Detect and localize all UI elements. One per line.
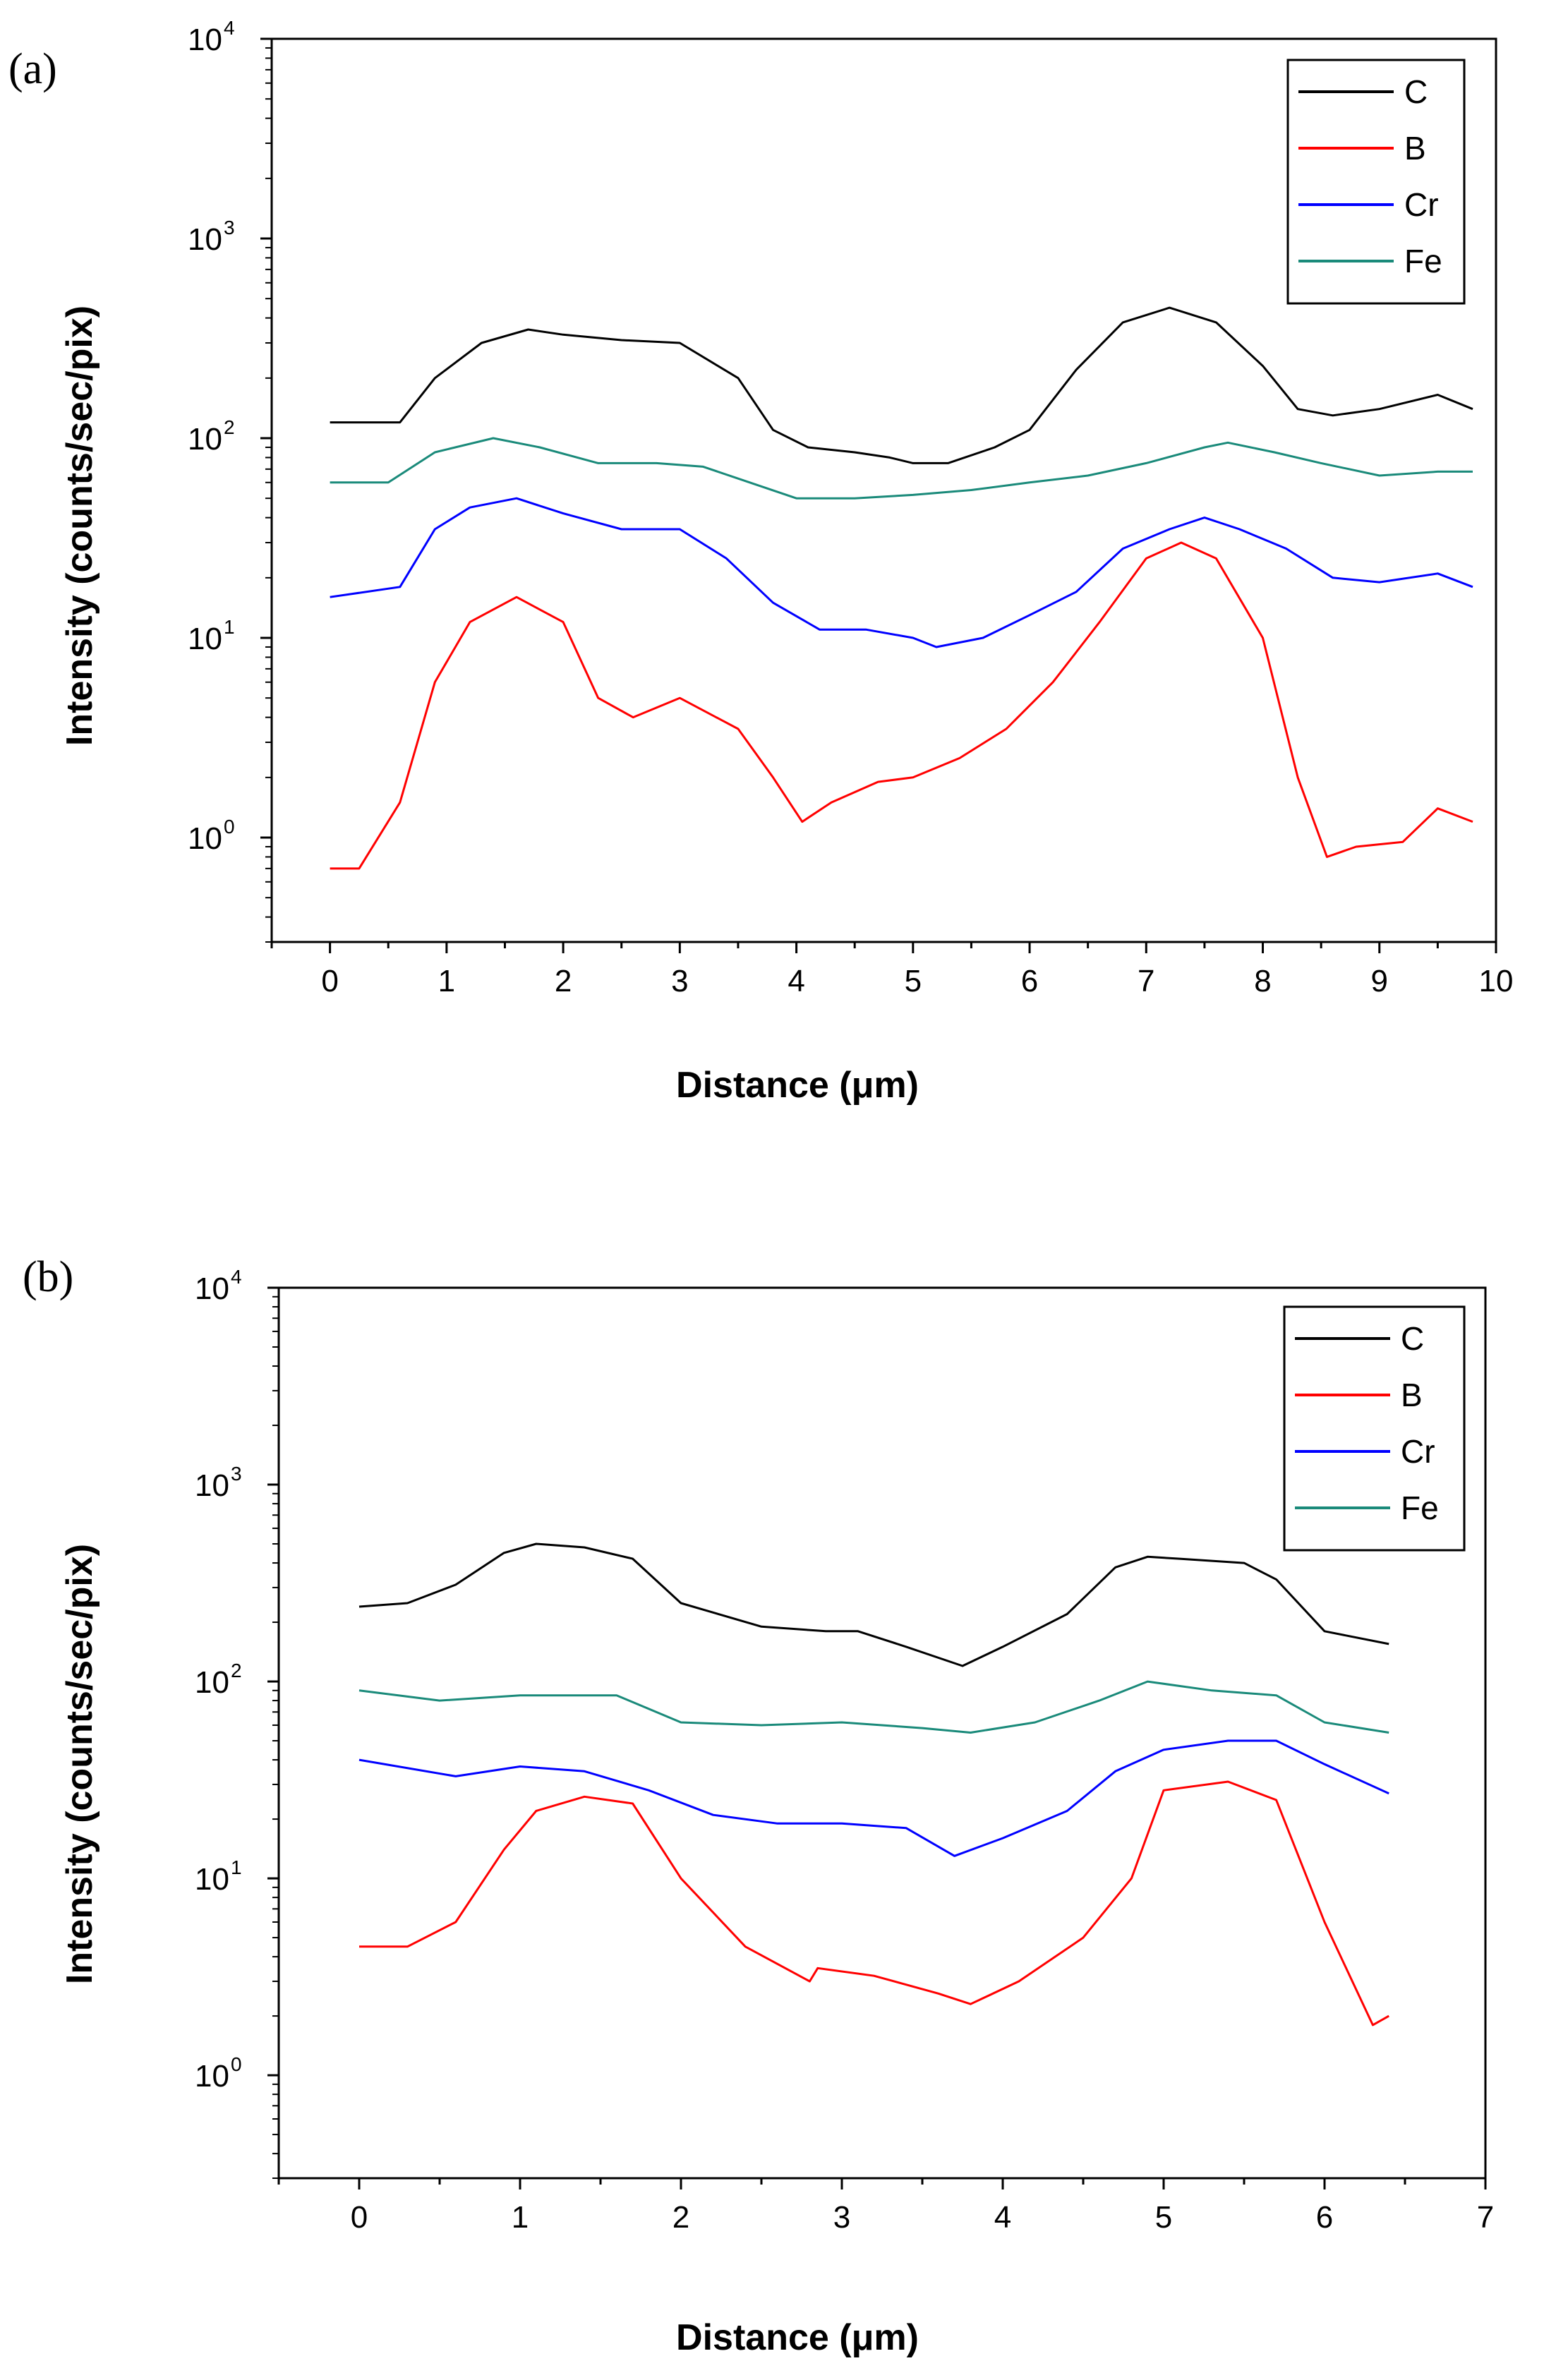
x-tick-label: 3 bbox=[671, 964, 688, 998]
legend-label-b: B bbox=[1404, 130, 1426, 167]
legend-label-c: C bbox=[1404, 73, 1428, 110]
legend-label-cr: Cr bbox=[1404, 186, 1439, 223]
legend-label-c: C bbox=[1401, 1320, 1424, 1357]
x-tick-label: 8 bbox=[1254, 964, 1271, 998]
x-tick-label: 2 bbox=[673, 2200, 689, 2235]
x-tick-label: 7 bbox=[1477, 2200, 1494, 2235]
y-tick-exponent: 1 bbox=[231, 1856, 242, 1878]
series-line-b bbox=[359, 1780, 1389, 2026]
x-tick-label: 0 bbox=[321, 964, 338, 998]
panel-a: (a) Intensity (counts/sec/pix) Distance … bbox=[8, 17, 1513, 1106]
series-line-c bbox=[330, 306, 1473, 464]
y-tick-label: 10 bbox=[188, 821, 222, 856]
y-tick-label: 10 bbox=[188, 23, 222, 57]
panel-label-b: (b) bbox=[23, 1253, 73, 1301]
y-tick-label: 10 bbox=[188, 222, 222, 257]
y-tick-exponent: 0 bbox=[224, 816, 235, 838]
panel-b: (b) Intensity (counts/sec/pix) Distance … bbox=[23, 1253, 1494, 2358]
series-line-fe bbox=[330, 437, 1473, 500]
plot-frame-a bbox=[270, 37, 1497, 943]
x-tick-label: 2 bbox=[555, 964, 572, 998]
series-line-cr bbox=[358, 1739, 1389, 1857]
legend-a: CB Cr Fe bbox=[1286, 59, 1466, 305]
y-tick-label: 10 bbox=[195, 1862, 229, 1897]
legend-box-a bbox=[1286, 59, 1466, 305]
y-tick-label: 10 bbox=[195, 1468, 229, 1503]
legend-label-fe: Fe bbox=[1404, 243, 1442, 279]
y-tick-label: 10 bbox=[188, 422, 222, 457]
series-line-c bbox=[358, 1542, 1389, 1667]
legend-b: CB Cr Fe bbox=[1283, 1305, 1466, 1552]
y-tick-exponent: 2 bbox=[224, 416, 235, 438]
x-tick-label: 1 bbox=[438, 964, 455, 998]
x-tick-label: 5 bbox=[1155, 2200, 1172, 2235]
y-tick-exponent: 0 bbox=[231, 2053, 242, 2075]
x-tick-label: 7 bbox=[1138, 964, 1154, 998]
x-tick-label: 6 bbox=[1316, 2200, 1333, 2235]
y-tick-label: 10 bbox=[195, 2059, 229, 2094]
series-layer-a bbox=[330, 306, 1473, 870]
x-tick-label: 4 bbox=[994, 2200, 1011, 2235]
panel-label-a: (a) bbox=[8, 45, 57, 93]
x-tick-label: 6 bbox=[1021, 964, 1038, 998]
x-tick-label: 9 bbox=[1371, 964, 1388, 998]
y-tick-exponent: 1 bbox=[224, 616, 235, 638]
y-tick-exponent: 2 bbox=[231, 1660, 242, 1681]
series-line-cr bbox=[330, 497, 1473, 648]
y-tick-exponent: 4 bbox=[231, 1266, 242, 1288]
x-tick-label: 3 bbox=[833, 2200, 850, 2235]
series-line-b bbox=[330, 541, 1473, 870]
x-tick-label: 4 bbox=[788, 964, 804, 998]
plot-frame-b bbox=[277, 1286, 1487, 2180]
y-tick-exponent: 3 bbox=[231, 1463, 242, 1485]
y-axis-title-b: Intensity (counts/sec/pix) bbox=[59, 1544, 100, 1984]
legend-label-fe: Fe bbox=[1401, 1490, 1439, 1526]
y-tick-label: 10 bbox=[195, 1665, 229, 1700]
y-axis-title-a: Intensity (counts/sec/pix) bbox=[59, 306, 100, 746]
legend-box-b bbox=[1283, 1305, 1466, 1552]
y-tick-exponent: 4 bbox=[224, 17, 235, 39]
x-tick-label: 0 bbox=[351, 2200, 368, 2235]
x-tick-label: 10 bbox=[1479, 964, 1514, 998]
y-tick-exponent: 3 bbox=[224, 217, 235, 238]
legend-label-b: B bbox=[1401, 1377, 1423, 1413]
y-tick-label: 10 bbox=[195, 1271, 229, 1306]
series-layer-b bbox=[358, 1542, 1389, 2026]
x-tick-label: 1 bbox=[512, 2200, 529, 2235]
series-line-fe bbox=[358, 1680, 1389, 1734]
x-axis-title-a: Distance (μm) bbox=[676, 1065, 919, 1106]
x-tick-label: 5 bbox=[905, 964, 922, 998]
x-axis-title-b: Distance (μm) bbox=[676, 2317, 919, 2358]
y-tick-label: 10 bbox=[188, 622, 222, 656]
legend-label-cr: Cr bbox=[1401, 1433, 1435, 1470]
